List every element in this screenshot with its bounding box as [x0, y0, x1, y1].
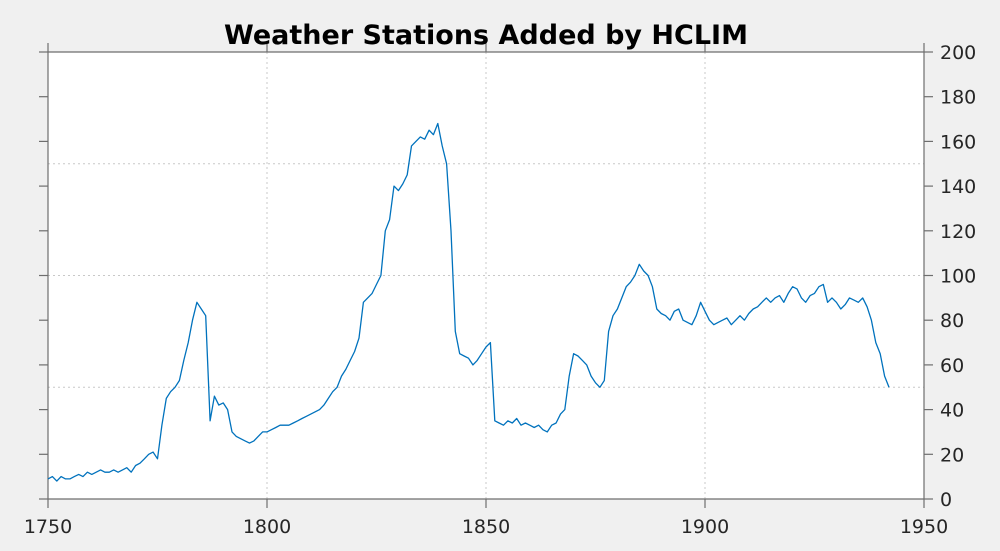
- x-tick-label: 1750: [24, 516, 72, 538]
- x-tick-label: 1900: [681, 516, 729, 538]
- series-line-stations: [47, 122, 890, 482]
- y-tick-label: 60: [940, 355, 964, 377]
- y-tick-label: 140: [940, 176, 976, 198]
- y-tick-label: 0: [940, 489, 952, 511]
- y-tick-label: 180: [940, 87, 976, 109]
- y-tick-label: 80: [940, 310, 964, 332]
- y-tick-label: 40: [940, 400, 964, 422]
- x-tick-label: 1950: [900, 516, 948, 538]
- y-tick-label: 120: [940, 221, 976, 243]
- y-tick-label: 200: [940, 42, 976, 64]
- y-tick-label: 160: [940, 131, 976, 153]
- chart-title: Weather Stations Added by HCLIM: [224, 20, 748, 51]
- y-tick-label: 100: [940, 266, 976, 288]
- x-tick-label: 1800: [243, 516, 291, 538]
- x-tick-label: 1850: [462, 516, 510, 538]
- y-tick-label: 20: [940, 444, 964, 466]
